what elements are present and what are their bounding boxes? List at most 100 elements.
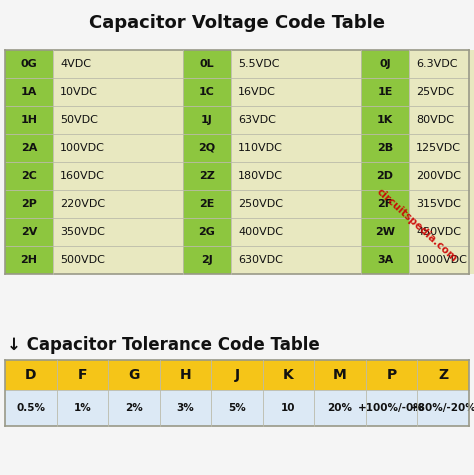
Text: 0L: 0L [200, 59, 214, 69]
Bar [183, 218, 231, 246]
Text: 2W: 2W [375, 227, 395, 237]
Text: 0J: 0J [379, 59, 391, 69]
Text: 2A: 2A [21, 143, 37, 153]
Text: 2G: 2G [199, 227, 216, 237]
Text: 3A: 3A [377, 255, 393, 265]
Bar [183, 190, 231, 218]
Bar [231, 50, 361, 78]
Text: 2Q: 2Q [199, 143, 216, 153]
Bar [231, 134, 361, 162]
Text: Z: Z [438, 368, 448, 382]
Bar [409, 106, 474, 134]
Text: 2J: 2J [201, 255, 213, 265]
Bar [183, 106, 231, 134]
Text: 1%: 1% [73, 403, 91, 413]
Text: 2%: 2% [125, 403, 143, 413]
Bar [53, 162, 183, 190]
Text: 5%: 5% [228, 403, 246, 413]
Bar [361, 50, 409, 78]
Bar [5, 218, 53, 246]
Bar [361, 190, 409, 218]
Bar [53, 190, 183, 218]
Bar [409, 162, 474, 190]
Text: 5.5VDC: 5.5VDC [238, 59, 280, 69]
Bar [409, 134, 474, 162]
Bar [231, 162, 361, 190]
Bar [5, 106, 53, 134]
Bar [361, 78, 409, 106]
Bar [231, 246, 361, 274]
Bar [183, 134, 231, 162]
Bar [231, 190, 361, 218]
Bar [183, 50, 231, 78]
Bar [366, 360, 418, 390]
Bar [314, 390, 366, 426]
Bar [5, 78, 53, 106]
Bar [361, 134, 409, 162]
Text: H: H [180, 368, 191, 382]
Text: 0.5%: 0.5% [16, 403, 46, 413]
Text: 1H: 1H [20, 115, 37, 125]
Text: 80VDC: 80VDC [416, 115, 454, 125]
Text: 10: 10 [281, 403, 296, 413]
Text: 2C: 2C [21, 171, 37, 181]
Bar [263, 360, 314, 390]
Text: 200VDC: 200VDC [416, 171, 461, 181]
Text: 20%: 20% [328, 403, 353, 413]
Bar [5, 50, 53, 78]
Text: 450VDC: 450VDC [416, 227, 461, 237]
Bar [409, 246, 474, 274]
Bar [361, 106, 409, 134]
Text: Capacitor Voltage Code Table: Capacitor Voltage Code Table [89, 14, 385, 32]
Text: 1000VDC: 1000VDC [416, 255, 468, 265]
Bar [211, 390, 263, 426]
Text: D: D [25, 368, 36, 382]
Bar [53, 246, 183, 274]
Bar [231, 106, 361, 134]
Bar [108, 360, 160, 390]
Bar [183, 246, 231, 274]
Bar [409, 50, 474, 78]
Bar [5, 190, 53, 218]
Bar [211, 360, 263, 390]
Bar [108, 390, 160, 426]
Text: ↓ Capacitor Tolerance Code Table: ↓ Capacitor Tolerance Code Table [7, 336, 320, 354]
Bar [53, 218, 183, 246]
Bar [5, 162, 53, 190]
Text: F: F [78, 368, 87, 382]
Bar [231, 78, 361, 106]
Text: 16VDC: 16VDC [238, 87, 276, 97]
Text: 180VDC: 180VDC [238, 171, 283, 181]
Text: 400VDC: 400VDC [238, 227, 283, 237]
Bar [5, 360, 56, 390]
Bar [418, 360, 469, 390]
Bar [160, 390, 211, 426]
Text: 1E: 1E [377, 87, 392, 97]
Bar [361, 162, 409, 190]
Bar [366, 390, 418, 426]
Text: 6.3VDC: 6.3VDC [416, 59, 457, 69]
Bar [53, 134, 183, 162]
Bar [160, 360, 211, 390]
Bar [361, 218, 409, 246]
Text: circuitspedia.com: circuitspedia.com [374, 187, 459, 264]
Text: 1C: 1C [199, 87, 215, 97]
Text: 630VDC: 630VDC [238, 255, 283, 265]
Text: 250VDC: 250VDC [238, 199, 283, 209]
Bar [183, 78, 231, 106]
Bar [5, 390, 56, 426]
Text: 110VDC: 110VDC [238, 143, 283, 153]
Text: 4VDC: 4VDC [60, 59, 91, 69]
Bar [409, 218, 474, 246]
Text: 1A: 1A [21, 87, 37, 97]
Text: 25VDC: 25VDC [416, 87, 454, 97]
Text: M: M [333, 368, 347, 382]
Text: 2V: 2V [21, 227, 37, 237]
Text: 315VDC: 315VDC [416, 199, 461, 209]
Bar [409, 78, 474, 106]
Bar [53, 78, 183, 106]
Bar [5, 246, 53, 274]
Text: 0G: 0G [21, 59, 37, 69]
Bar [418, 390, 469, 426]
Bar [56, 390, 108, 426]
